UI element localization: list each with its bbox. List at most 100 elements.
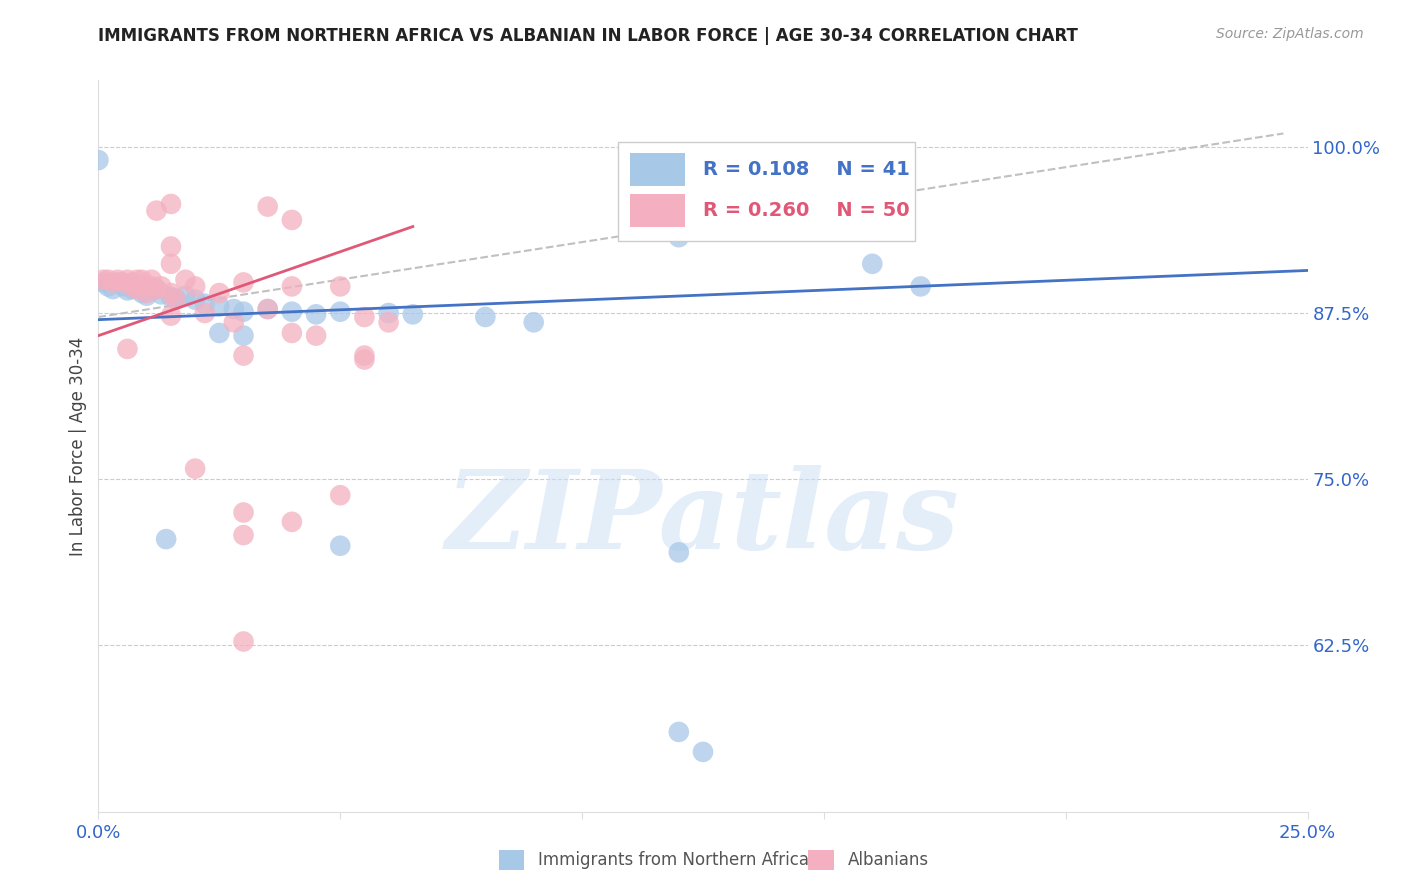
Point	[135, 289, 157, 303]
Point	[222, 315, 245, 329]
Point	[121, 282, 143, 296]
Point	[353, 349, 375, 363]
Point	[692, 745, 714, 759]
Point	[87, 153, 110, 167]
Text: IMMIGRANTS FROM NORTHERN AFRICA VS ALBANIAN IN LABOR FORCE | AGE 30-34 CORRELATI: IMMIGRANTS FROM NORTHERN AFRICA VS ALBAN…	[98, 27, 1078, 45]
Point	[256, 301, 278, 316]
Point	[111, 276, 134, 290]
Point	[232, 276, 254, 290]
Point	[174, 273, 197, 287]
Point	[910, 279, 932, 293]
Point	[232, 634, 254, 648]
Point	[281, 326, 304, 340]
Text: R = 0.260    N = 50: R = 0.260 N = 50	[703, 201, 910, 219]
Point	[160, 257, 183, 271]
FancyBboxPatch shape	[630, 153, 685, 186]
Point	[150, 279, 173, 293]
Point	[377, 306, 399, 320]
FancyBboxPatch shape	[619, 143, 915, 241]
Point	[329, 539, 352, 553]
Point	[305, 328, 328, 343]
Point	[160, 290, 183, 304]
Point	[117, 342, 139, 356]
Point	[131, 286, 153, 301]
Point	[232, 506, 254, 520]
Point	[377, 315, 399, 329]
Point	[121, 279, 143, 293]
Point	[353, 352, 375, 367]
Point	[232, 304, 254, 318]
Text: R = 0.108    N = 41: R = 0.108 N = 41	[703, 161, 910, 179]
Point	[135, 279, 157, 293]
Point	[141, 279, 163, 293]
Point	[184, 461, 207, 475]
Point	[97, 279, 120, 293]
Text: Albanians: Albanians	[848, 851, 929, 869]
Point	[668, 545, 690, 559]
Y-axis label: In Labor Force | Age 30-34: In Labor Force | Age 30-34	[69, 336, 87, 556]
Text: Immigrants from Northern Africa: Immigrants from Northern Africa	[538, 851, 810, 869]
Point	[127, 278, 149, 293]
Text: Source: ZipAtlas.com: Source: ZipAtlas.com	[1216, 27, 1364, 41]
FancyBboxPatch shape	[630, 194, 685, 227]
Point	[353, 310, 375, 324]
Point	[131, 273, 153, 287]
Point	[107, 276, 129, 290]
Point	[194, 296, 217, 310]
Point	[160, 286, 183, 301]
Point	[117, 284, 139, 298]
Point	[145, 203, 167, 218]
Point	[232, 328, 254, 343]
Point	[208, 286, 231, 301]
Point	[141, 284, 163, 298]
Point	[232, 349, 254, 363]
Point	[117, 273, 139, 287]
Point	[121, 276, 143, 290]
Point	[329, 279, 352, 293]
Point	[668, 725, 690, 739]
Point	[281, 213, 304, 227]
Point	[160, 197, 183, 211]
Bar	[499, 850, 524, 870]
Point	[91, 276, 114, 290]
Point	[194, 306, 217, 320]
Point	[860, 257, 883, 271]
Text: ZIPatlas: ZIPatlas	[446, 466, 960, 573]
Point	[281, 304, 304, 318]
Point	[184, 293, 207, 307]
Point	[135, 286, 157, 301]
Point	[208, 326, 231, 340]
Point	[256, 200, 278, 214]
Point	[523, 315, 546, 329]
Point	[160, 239, 183, 253]
Point	[222, 301, 245, 316]
Point	[668, 230, 690, 244]
Point	[165, 293, 187, 307]
Point	[184, 279, 207, 293]
Point	[111, 279, 134, 293]
Point	[165, 292, 187, 306]
Point	[174, 289, 197, 303]
Point	[145, 282, 167, 296]
Point	[155, 532, 177, 546]
Point	[91, 273, 114, 287]
Point	[281, 279, 304, 293]
Point	[160, 309, 183, 323]
Point	[305, 307, 328, 321]
Point	[329, 304, 352, 318]
Point	[232, 528, 254, 542]
Point	[97, 273, 120, 287]
Point	[127, 273, 149, 287]
Point	[101, 276, 124, 290]
Point	[150, 287, 173, 301]
Point	[256, 301, 278, 316]
Point	[107, 273, 129, 287]
Point	[474, 310, 496, 324]
Point	[141, 273, 163, 287]
Point	[145, 282, 167, 296]
Bar	[808, 850, 834, 870]
Point	[402, 307, 425, 321]
Point	[281, 515, 304, 529]
Point	[329, 488, 352, 502]
Point	[101, 282, 124, 296]
